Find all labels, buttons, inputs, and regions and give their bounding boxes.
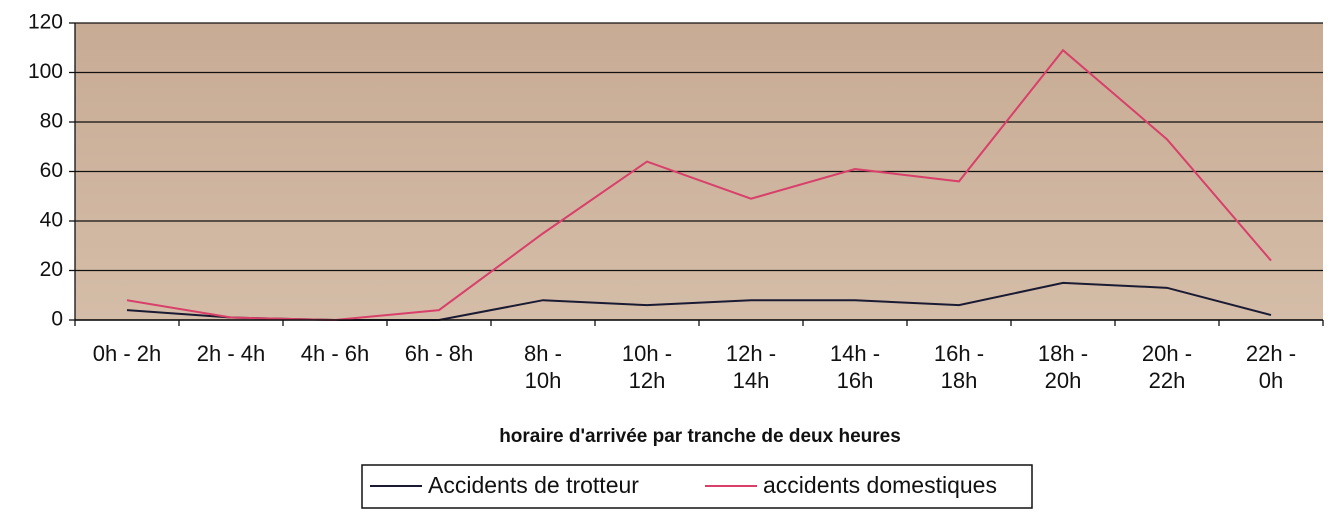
x-tick-label: 2h - 4h [196,341,266,366]
x-tick-label: 22h - 0h [1245,341,1297,393]
y-tick-label: 20 [40,258,63,281]
x-tick-label: 6h - 8h [404,341,474,366]
legend-label: accidents domestiques [763,472,997,498]
x-tick-label: 4h - 6h [300,341,370,366]
x-tick-label: 8h - 10h [524,341,562,393]
y-tick-label: 80 [40,110,63,133]
x-tick-label: 12h - 14h [725,341,777,393]
y-tick-label: 60 [40,159,63,182]
legend [361,464,1033,509]
x-axis-title: horaire d'arrivée par tranche de deux he… [499,426,901,447]
x-tick-label: 20h - 22h [1141,341,1193,393]
y-tick-label: 40 [40,209,63,232]
x-tick-label: 18h - 20h [1037,341,1089,393]
y-tick-label: 100 [28,60,63,83]
y-tick-label: 0 [51,308,63,331]
y-tick-label: 120 [28,11,63,34]
x-tick-label: 14h - 16h [829,341,881,393]
x-tick-label: 10h - 12h [621,341,673,393]
x-tick-label: 16h - 18h [933,341,985,393]
legend-label: Accidents de trotteur [428,472,639,498]
x-tick-label: 0h - 2h [92,341,162,366]
